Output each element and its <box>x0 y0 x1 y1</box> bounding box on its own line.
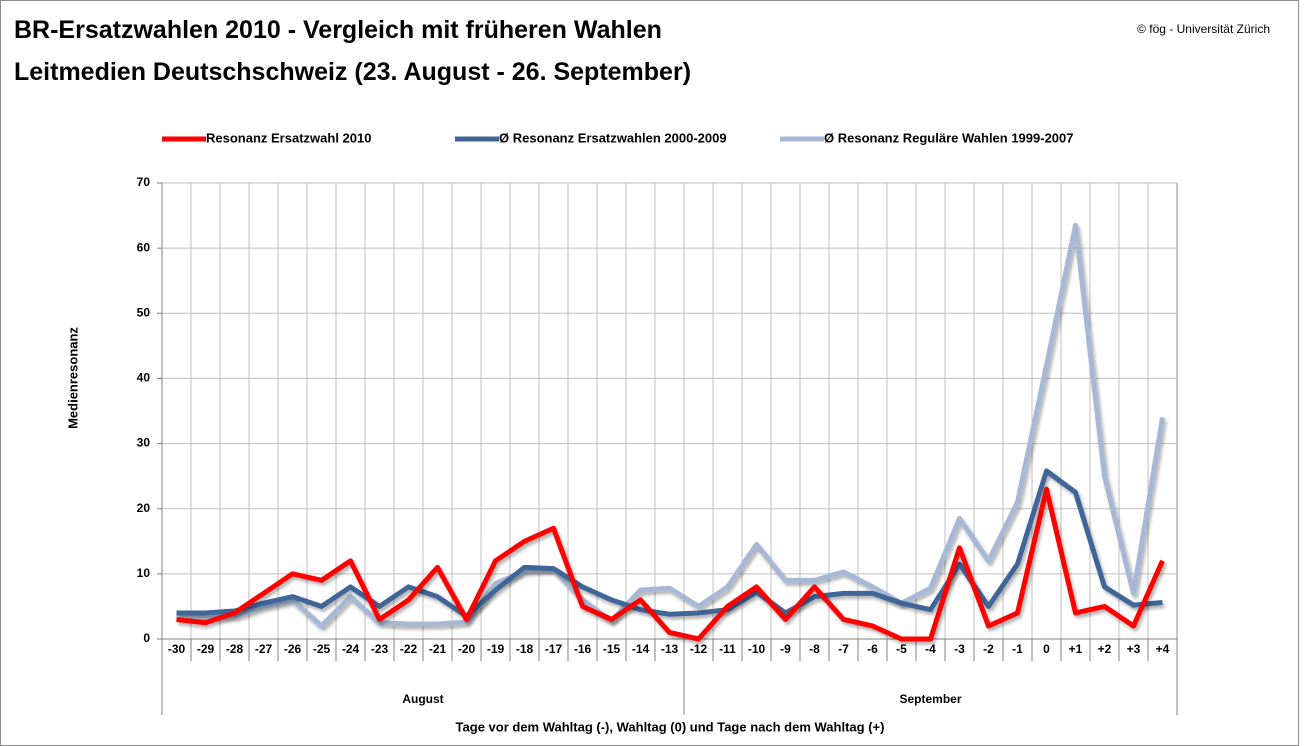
series-line <box>176 486 1165 642</box>
x-tick-label: -18 <box>516 642 534 656</box>
legend-label: Ø Resonanz Reguläre Wahlen 1999-2007 <box>824 130 1074 145</box>
y-tick-label: 20 <box>137 501 151 515</box>
legend-label: Ø Resonanz Ersatzwahlen 2000-2009 <box>499 130 727 145</box>
x-tick-label: -9 <box>780 642 791 656</box>
x-tick-label: -29 <box>197 642 215 656</box>
x-tick-label: -22 <box>400 642 418 656</box>
y-axis-title: Medienresonanz <box>65 327 80 429</box>
x-tick-label: -27 <box>255 642 273 656</box>
y-tick-label: 50 <box>137 305 151 319</box>
group-label: August <box>402 692 443 706</box>
x-tick-label: -21 <box>429 642 447 656</box>
x-tick-label: -28 <box>226 642 244 656</box>
x-tick-label: -10 <box>748 642 766 656</box>
series-line <box>176 468 1163 619</box>
series-line <box>176 222 1165 629</box>
x-tick-label: -2 <box>983 642 994 656</box>
x-tick-label: -24 <box>342 642 360 656</box>
y-tick-label: 40 <box>137 371 151 385</box>
y-tick-label: 60 <box>137 240 151 254</box>
x-tick-label: -11 <box>719 642 736 656</box>
y-tick-label: 0 <box>143 631 150 645</box>
x-axis-title: Tage vor dem Wahltag (-), Wahltag (0) un… <box>456 719 885 734</box>
x-tick-label: -17 <box>545 642 563 656</box>
x-tick-label: -5 <box>896 642 907 656</box>
x-tick-label: -6 <box>867 642 878 656</box>
x-tick-label: -20 <box>458 642 476 656</box>
x-tick-label: +3 <box>1127 642 1141 656</box>
x-tick-label: -25 <box>313 642 331 656</box>
x-tick-label: -14 <box>632 642 650 656</box>
x-tick-label: -26 <box>284 642 302 656</box>
y-tick-label: 30 <box>137 436 151 450</box>
x-tick-label: -16 <box>574 642 592 656</box>
x-tick-label: -3 <box>954 642 965 656</box>
source: © fög - Universität Zürich <box>1137 22 1270 36</box>
x-tick-label: -8 <box>809 642 820 656</box>
x-tick-label: -4 <box>925 642 936 656</box>
plot-area <box>161 182 1178 640</box>
x-tick-label: +1 <box>1069 642 1083 656</box>
x-tick-label: -15 <box>603 642 621 656</box>
y-tick-label: 70 <box>137 175 151 189</box>
x-tick-label: -19 <box>487 642 505 656</box>
x-tick-label: -7 <box>838 642 849 656</box>
legend-label: Resonanz Ersatzwahl 2010 <box>206 130 371 145</box>
x-tick-label: 0 <box>1043 642 1050 656</box>
x-tick-label: -13 <box>661 642 679 656</box>
x-tick-label: +4 <box>1156 642 1170 656</box>
x-tick-label: -1 <box>1012 642 1023 656</box>
chart-subtitle: Leitmedien Deutschschweiz (23. August - … <box>14 58 691 86</box>
x-tick-label: -23 <box>371 642 389 656</box>
y-tick-label: 10 <box>137 566 151 580</box>
x-tick-label: +2 <box>1098 642 1112 656</box>
x-tick-label: -30 <box>168 642 186 656</box>
x-tick-label: -12 <box>690 642 708 656</box>
group-label: September <box>899 692 961 706</box>
chart-title: BR-Ersatzwahlen 2010 - Vergleich mit frü… <box>14 16 662 44</box>
